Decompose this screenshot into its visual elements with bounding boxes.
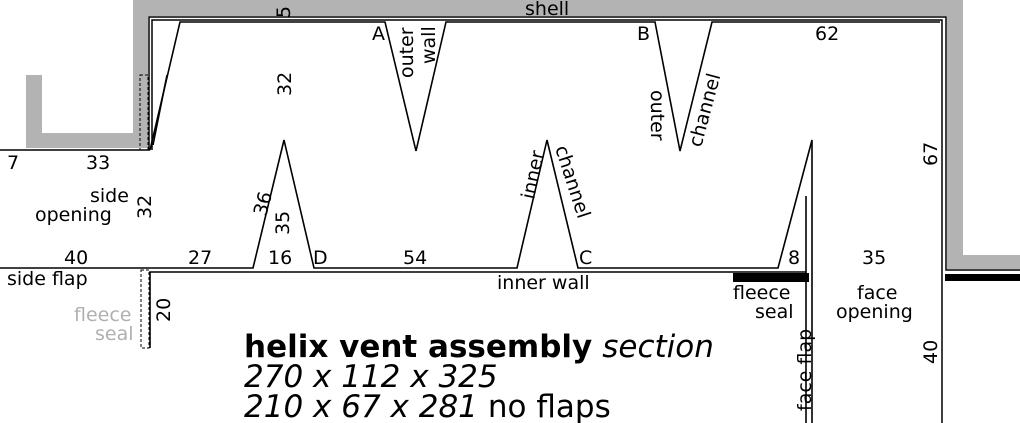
dim-62: 62: [815, 23, 839, 45]
point-a-label: A: [372, 23, 385, 45]
side-opening-label-1: side: [90, 185, 129, 207]
fleece-seal-left-label-2: seal: [95, 323, 134, 345]
title-line-3: 210 x 67 x 281 no flaps: [244, 389, 611, 423]
dim-20: 20: [153, 298, 175, 322]
dim-16: 16: [268, 247, 292, 269]
inner-wall-lower-line: [149, 271, 806, 348]
fleece-seal-left-label-1: fleece: [74, 304, 131, 326]
fleece-seal-dashed-top: [139, 74, 149, 151]
inner-channel-label-inner: inner: [517, 148, 549, 201]
fleece-seal-right-label-1: fleece: [733, 282, 790, 304]
title-line-2: 270 x 112 x 325: [244, 359, 498, 395]
face-flap-label: face flap: [794, 329, 816, 411]
dim-5: 5: [273, 6, 295, 18]
point-b-label: B: [637, 23, 650, 45]
dim-67: 67: [920, 142, 942, 166]
fleece-seal-dashed-bottom: [140, 269, 150, 349]
fleece-seal-right-label-2: seal: [755, 301, 794, 323]
shell-inner-lines: [148, 16, 1020, 423]
title-line-1: helix vent assembly section: [244, 329, 714, 365]
side-opening-label-2: opening: [35, 204, 112, 226]
face-opening-label-1: face: [857, 282, 897, 304]
shell-label: shell: [525, 0, 569, 20]
title-italic: section: [602, 329, 714, 365]
outer-wall-line: [149, 21, 940, 152]
outer-wall-label-1: outer: [396, 27, 418, 78]
dim-40-left: 40: [64, 247, 88, 269]
dim-35-triangle: 35: [272, 211, 294, 235]
dim-35-face: 35: [862, 247, 886, 269]
title-bold: helix vent assembly: [244, 329, 592, 365]
dim-33: 33: [86, 152, 110, 174]
point-c-label: C: [579, 247, 592, 269]
shell-outline: [26, 0, 1020, 269]
face-opening-label-2: opening: [836, 301, 913, 323]
title-line-3-note: no flaps: [488, 389, 611, 423]
outer-channel-label-outer: outer: [646, 90, 668, 141]
inner-wall-line: [0, 139, 813, 423]
dim-54: 54: [403, 247, 427, 269]
dim-32-top: 32: [274, 72, 296, 96]
dim-32-side: 32: [134, 195, 156, 219]
dim-27: 27: [188, 247, 212, 269]
shell-seal-bar: [945, 274, 1020, 281]
dim-7: 7: [7, 152, 19, 174]
inner-wall-label: inner wall: [497, 272, 590, 294]
dim-8: 8: [788, 247, 800, 269]
dim-40-right: 40: [920, 340, 942, 364]
fleece-seal-bar: [733, 273, 809, 282]
outer-wall-label-2: wall: [418, 26, 440, 64]
point-d-label: D: [313, 247, 328, 269]
side-flap-label: side flap: [7, 268, 88, 290]
title-line-3-dims: 210 x 67 x 281: [244, 389, 478, 423]
outer-wall-return: [152, 74, 168, 146]
